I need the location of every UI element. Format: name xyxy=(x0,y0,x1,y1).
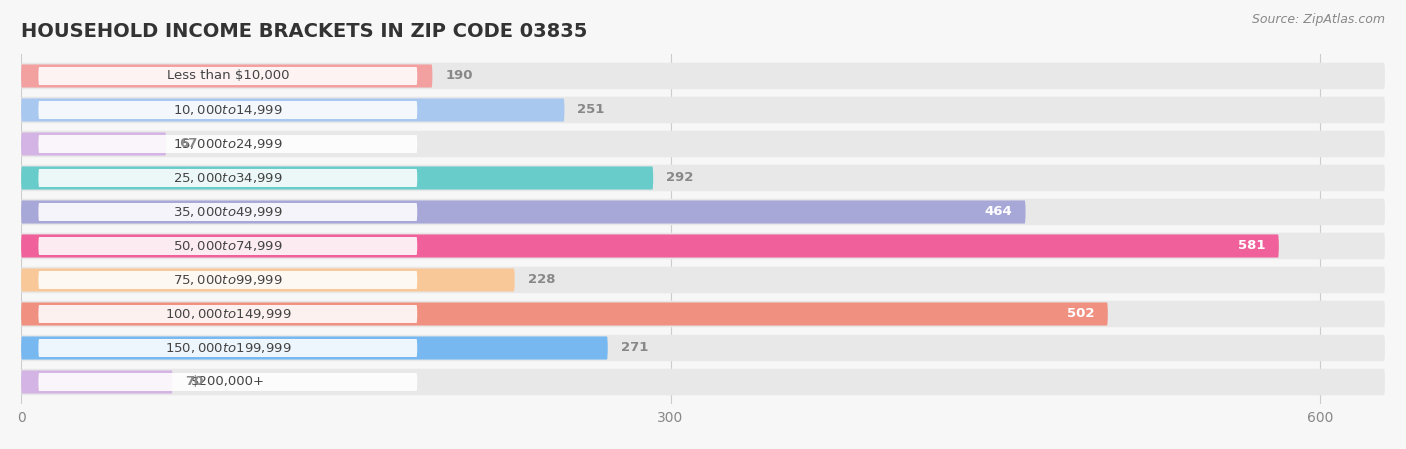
Text: $25,000 to $34,999: $25,000 to $34,999 xyxy=(173,171,283,185)
Text: $100,000 to $149,999: $100,000 to $149,999 xyxy=(165,307,291,321)
FancyBboxPatch shape xyxy=(21,63,1385,89)
Text: 190: 190 xyxy=(446,70,472,83)
FancyBboxPatch shape xyxy=(21,267,1385,293)
FancyBboxPatch shape xyxy=(38,169,418,187)
FancyBboxPatch shape xyxy=(21,97,1385,123)
FancyBboxPatch shape xyxy=(21,167,654,189)
FancyBboxPatch shape xyxy=(38,203,418,221)
FancyBboxPatch shape xyxy=(38,305,418,323)
FancyBboxPatch shape xyxy=(21,199,1385,225)
FancyBboxPatch shape xyxy=(38,101,418,119)
FancyBboxPatch shape xyxy=(21,370,173,394)
Text: 271: 271 xyxy=(620,342,648,355)
FancyBboxPatch shape xyxy=(38,271,418,289)
FancyBboxPatch shape xyxy=(38,67,418,85)
Text: 251: 251 xyxy=(578,103,605,116)
Text: $10,000 to $14,999: $10,000 to $14,999 xyxy=(173,103,283,117)
Text: 67: 67 xyxy=(179,137,197,150)
Text: 70: 70 xyxy=(186,375,204,388)
Text: Less than $10,000: Less than $10,000 xyxy=(166,70,290,83)
Text: $15,000 to $24,999: $15,000 to $24,999 xyxy=(173,137,283,151)
Text: Source: ZipAtlas.com: Source: ZipAtlas.com xyxy=(1251,13,1385,26)
Text: 581: 581 xyxy=(1239,239,1265,252)
Text: $150,000 to $199,999: $150,000 to $199,999 xyxy=(165,341,291,355)
FancyBboxPatch shape xyxy=(38,237,418,255)
FancyBboxPatch shape xyxy=(21,131,1385,157)
FancyBboxPatch shape xyxy=(38,373,418,391)
FancyBboxPatch shape xyxy=(21,132,166,155)
FancyBboxPatch shape xyxy=(21,165,1385,191)
FancyBboxPatch shape xyxy=(21,200,1025,224)
FancyBboxPatch shape xyxy=(21,335,1385,361)
Text: HOUSEHOLD INCOME BRACKETS IN ZIP CODE 03835: HOUSEHOLD INCOME BRACKETS IN ZIP CODE 03… xyxy=(21,22,588,41)
FancyBboxPatch shape xyxy=(21,98,564,122)
FancyBboxPatch shape xyxy=(21,369,1385,395)
FancyBboxPatch shape xyxy=(21,233,1385,259)
Text: $75,000 to $99,999: $75,000 to $99,999 xyxy=(173,273,283,287)
FancyBboxPatch shape xyxy=(21,303,1108,326)
Text: 502: 502 xyxy=(1067,308,1095,321)
FancyBboxPatch shape xyxy=(21,301,1385,327)
Text: 228: 228 xyxy=(527,273,555,286)
FancyBboxPatch shape xyxy=(21,234,1279,258)
Text: $35,000 to $49,999: $35,000 to $49,999 xyxy=(173,205,283,219)
Text: 292: 292 xyxy=(666,172,693,185)
Text: $50,000 to $74,999: $50,000 to $74,999 xyxy=(173,239,283,253)
FancyBboxPatch shape xyxy=(21,269,515,291)
FancyBboxPatch shape xyxy=(21,64,433,88)
Text: $200,000+: $200,000+ xyxy=(191,375,264,388)
FancyBboxPatch shape xyxy=(38,339,418,357)
FancyBboxPatch shape xyxy=(21,336,607,360)
Text: 464: 464 xyxy=(984,206,1012,219)
FancyBboxPatch shape xyxy=(38,135,418,153)
